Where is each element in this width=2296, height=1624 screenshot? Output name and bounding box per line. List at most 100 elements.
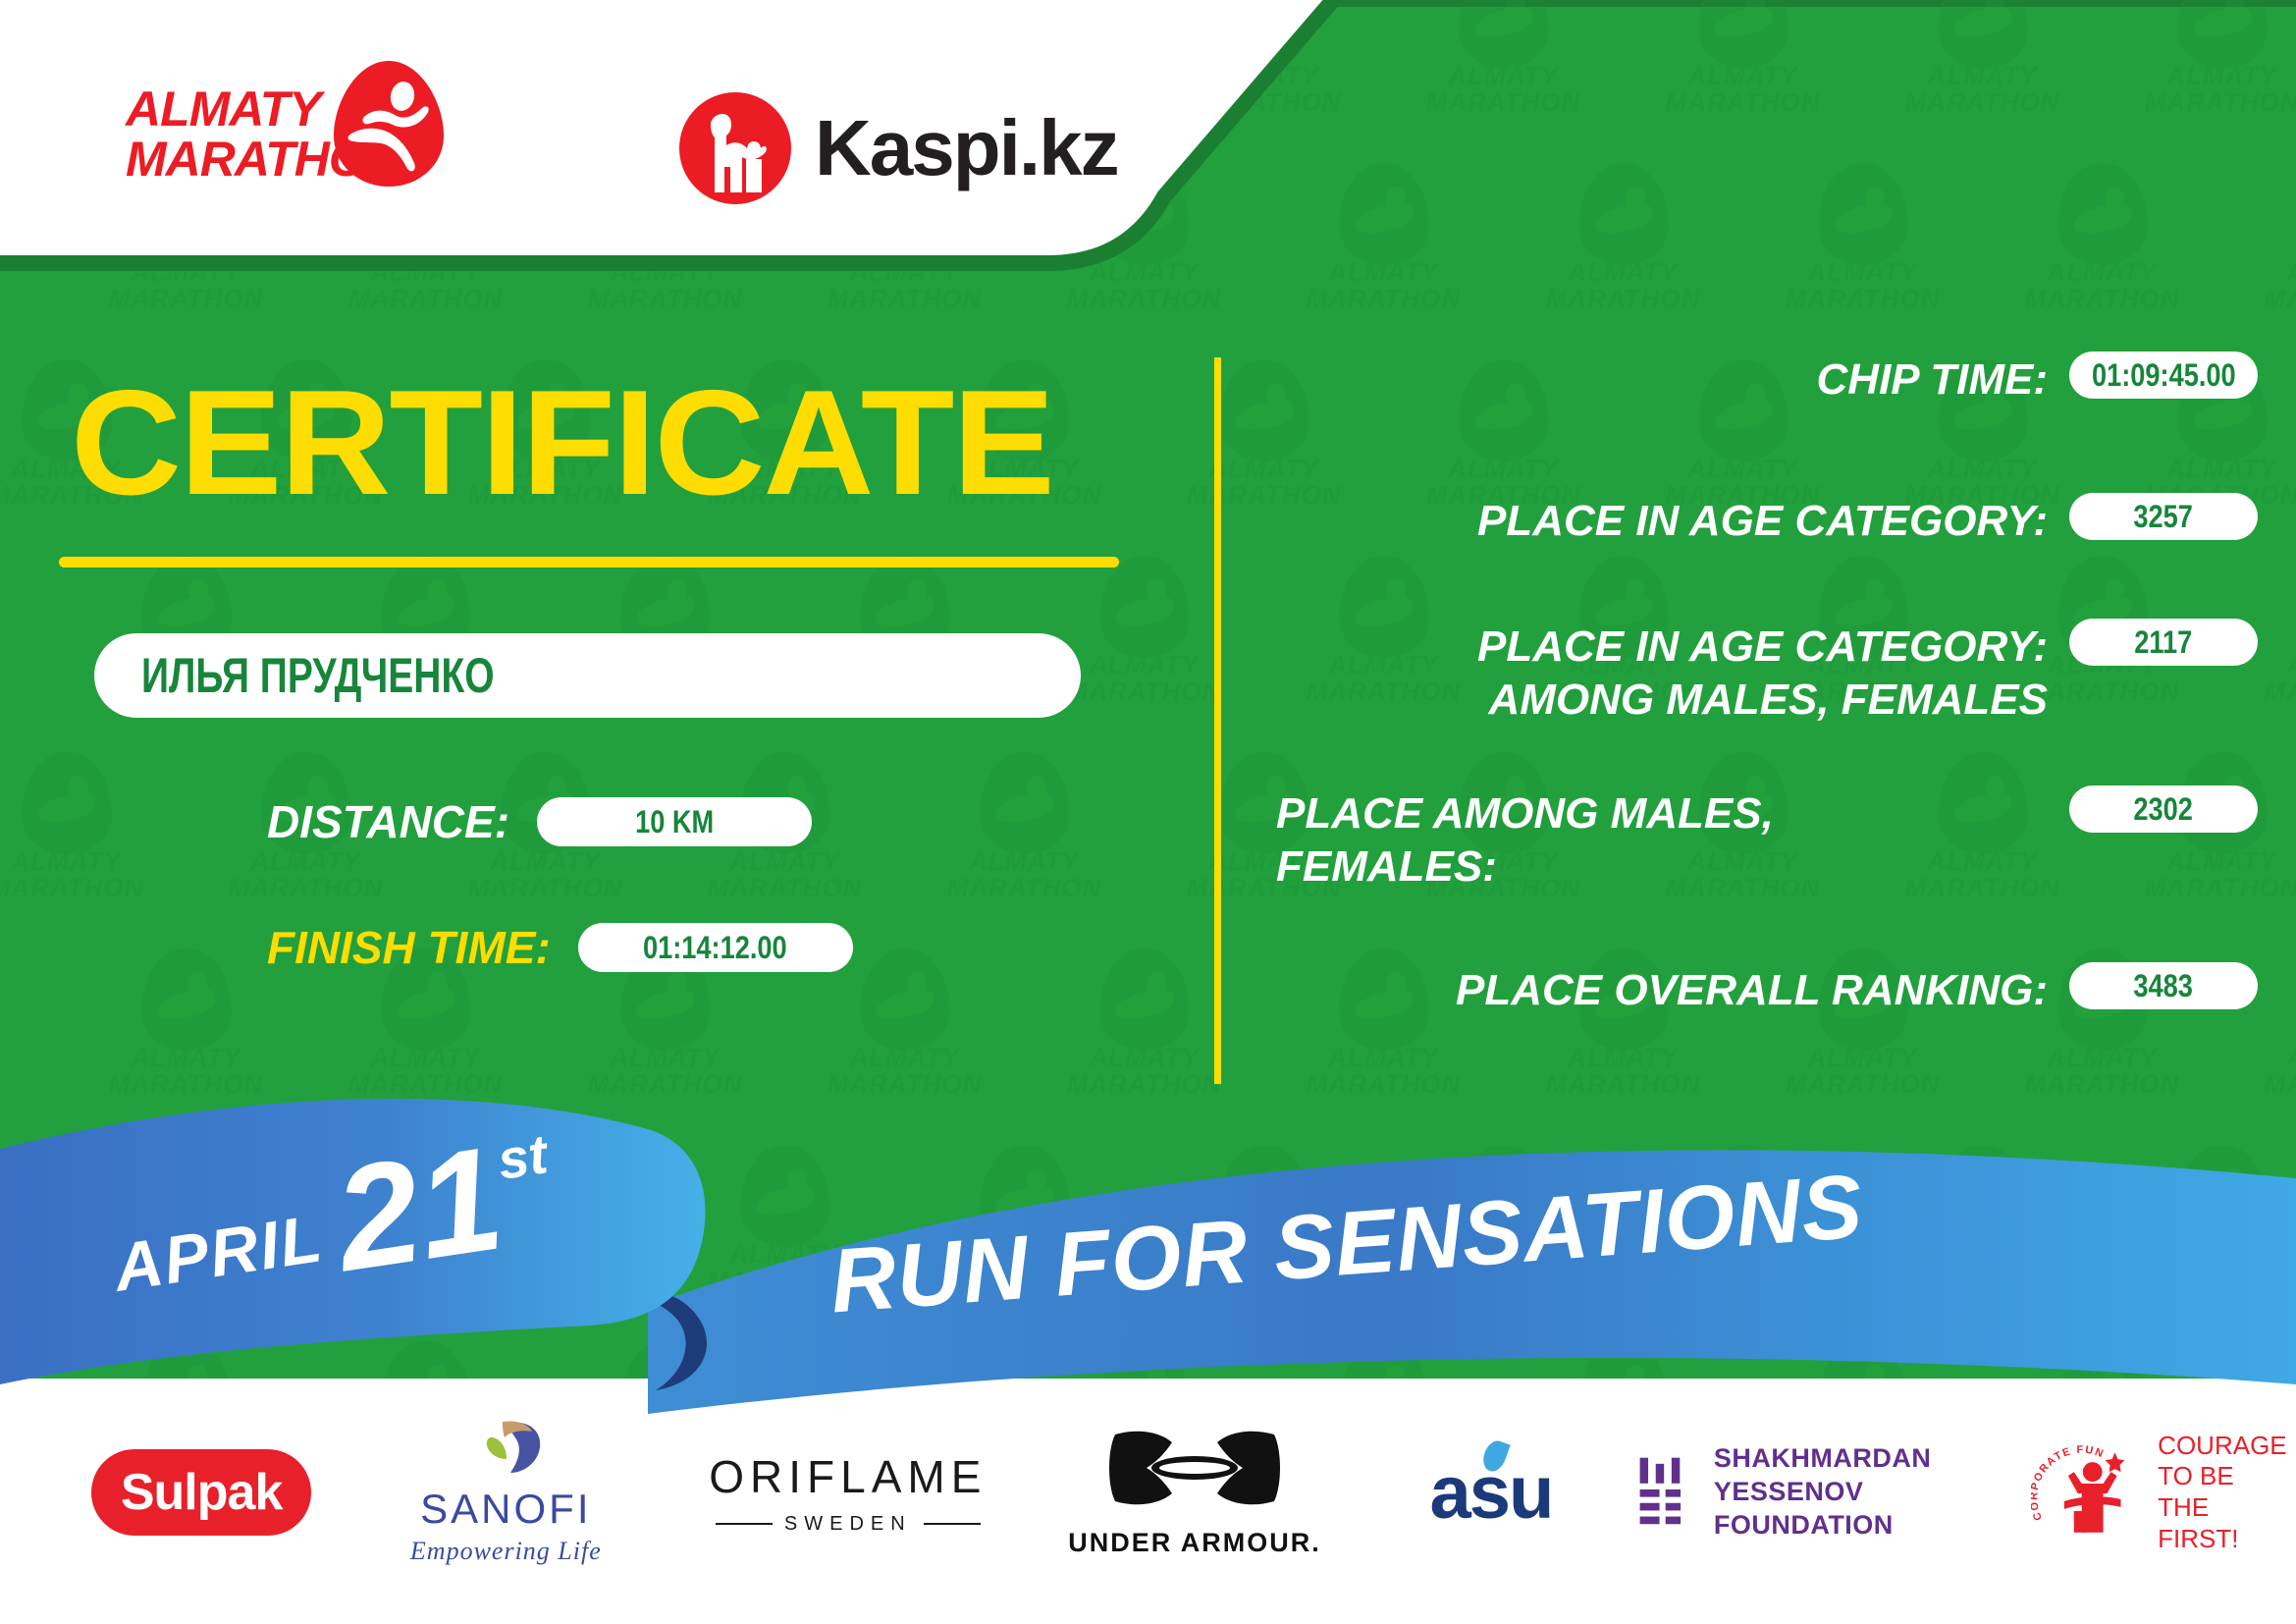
watermark-drop-icon xyxy=(1818,163,1908,265)
watermark-text: ALMATY MARATHON xyxy=(1545,1043,1701,1100)
watermark-tile: ALMATY MARATHON xyxy=(200,353,411,550)
header: ALMATY MARATHON Kaspi.kz xyxy=(0,0,2296,295)
watermark-tile: ALMATY MARATHON xyxy=(1877,0,2088,157)
watermark-text: ALMATY MARATHON xyxy=(1066,1043,1222,1100)
watermark-text: ALMATY MARATHON xyxy=(1066,650,1222,707)
watermark-text: ALMATY MARATHON xyxy=(1306,1043,1462,1100)
courage-line3: THE FIRST! xyxy=(2158,1492,2239,1553)
watermark-text: ALMATY MARATHON xyxy=(1665,846,1821,903)
yessenov-wordmark-line1: SHAKHMARDAN YESSENOV xyxy=(1713,1443,1932,1507)
watermark-drop-icon xyxy=(1698,752,1789,854)
watermark-text: ALMATY MARATHON xyxy=(2024,1043,2180,1100)
watermark-text: ALMATY MARATHON xyxy=(1665,454,1821,511)
place-among-gender-value-pill: 2302 xyxy=(2069,785,2258,833)
watermark-tile: ALMATY MARATHON xyxy=(1757,550,1968,746)
watermark-drop-icon xyxy=(141,948,232,1051)
watermark-tile: ALMATY MARATHON xyxy=(919,746,1130,943)
watermark-tile: ALMATY MARATHON xyxy=(2236,550,2296,746)
stat-finish-time: FINISH TIME: 01:14:12.00 xyxy=(267,921,853,974)
courage-wordmark: COURAGE TO BE THE FIRST! xyxy=(2158,1431,2296,1555)
sponsor-logo-courage-fund: CORPORATE FUND COURAGE TO BE THE FIRST! xyxy=(2031,1419,2296,1566)
under-armour-wordmark: UNDER ARMOUR. xyxy=(1068,1528,1321,1557)
place-overall-label: PLACE OVERALL RANKING: xyxy=(1456,966,2048,1014)
watermark-drop-icon xyxy=(1099,948,1190,1051)
watermark-text: ALMATY MARATHON xyxy=(707,454,863,511)
watermark-text: ALMATY MARATHON xyxy=(2024,257,2180,314)
almaty-marathon-logo: ALMATY MARATHON xyxy=(126,57,450,194)
watermark-tile: ALMATY MARATHON xyxy=(1398,353,1609,550)
chip-time-label: CHIP TIME: xyxy=(1816,355,2048,404)
watermark-tile: ALMATY MARATHON xyxy=(0,353,172,550)
watermark-tile: ALMATY MARATHON xyxy=(1518,550,1729,746)
stat-place-overall: PLACE OVERALL RANKING: 3483 xyxy=(1276,962,2258,1017)
watermark-text: ALMATY MARATHON xyxy=(228,846,384,903)
watermark-tile: ALMATY MARATHON xyxy=(1278,943,1489,1139)
place-age-category-label: PLACE IN AGE CATEGORY: xyxy=(1476,497,2048,545)
watermark-text: ALMATY MARATHON xyxy=(1904,846,2060,903)
watermark-drop-icon xyxy=(22,752,112,854)
watermark-drop-icon xyxy=(2177,0,2268,69)
watermark-drop-icon xyxy=(1578,556,1669,658)
watermark-text: ALMATY MARATHON xyxy=(0,454,144,511)
watermark-drop-icon xyxy=(1099,556,1190,658)
place-age-category-gender-label-line1: PLACE IN AGE CATEGORY: xyxy=(1476,623,2048,671)
watermark-text: ALMATY MARATHON xyxy=(1785,1043,1941,1100)
watermark-text: ALMATY MARATHON xyxy=(1306,650,1462,707)
place-among-gender-value: 2302 xyxy=(2133,790,2194,827)
watermark-drop-icon xyxy=(1818,556,1908,658)
sanofi-mark-icon xyxy=(487,1420,541,1473)
watermark-drop-icon xyxy=(860,948,950,1051)
watermark-tile: ALMATY MARATHON xyxy=(799,943,1010,1139)
event-ribbon xyxy=(0,1098,2296,1414)
watermark-tile: ALMATY MARATHON xyxy=(440,353,651,550)
watermark-tile: ALMATY MARATHON xyxy=(1518,157,1729,353)
yessenov-wordmark: SHAKHMARDAN YESSENOV FOUNDATION xyxy=(1714,1442,2002,1542)
watermark-tile: ALMATY MARATHON xyxy=(1158,353,1369,550)
watermark-text: ALMATY MARATHON xyxy=(1785,650,1941,707)
place-age-category-value: 3257 xyxy=(2133,498,2194,534)
watermark-text: ALMATY MARATHON xyxy=(1425,846,1581,903)
watermark-drop-icon xyxy=(1459,752,1549,854)
watermark-drop-icon xyxy=(1938,752,2028,854)
kaspi-wordmark: Kaspi.kz xyxy=(815,104,1120,191)
watermark-drop-icon xyxy=(1339,556,1429,658)
oriflame-rule-right xyxy=(923,1523,981,1525)
watermark-tile: ALMATY MARATHON xyxy=(200,746,411,943)
sponsor-logo-sanofi: SANOFI Empowering Life xyxy=(373,1419,638,1566)
watermark-text: ALMATY MARATHON xyxy=(1785,257,1941,314)
watermark-text: ALMATY MARATHON xyxy=(1425,454,1581,511)
watermark-drop-icon xyxy=(1459,0,1549,69)
watermark-tile: ALMATY MARATHON xyxy=(1158,746,1369,943)
sponsor-bar: Sulpak SANOFI Empowering Life ORIFLAME S… xyxy=(0,1404,2296,1581)
place-age-category-value-pill: 3257 xyxy=(2069,493,2258,540)
place-age-category-gender-value: 2117 xyxy=(2134,623,2193,660)
watermark-text: ALMATY MARATHON xyxy=(707,846,863,903)
watermark-drop-icon xyxy=(22,359,112,461)
watermark-text: ALMATY MARATHON xyxy=(946,454,1102,511)
watermark-tile: ALMATY MARATHON xyxy=(1278,550,1489,746)
watermark-text: ALMATY MARATHON xyxy=(2264,1044,2296,1100)
watermark-drop-icon xyxy=(740,359,830,461)
watermark-tile: ALMATY MARATHON xyxy=(1877,746,2088,943)
sponsor-logo-sulpak: Sulpak xyxy=(69,1419,334,1566)
watermark-text: ALMATY MARATHON xyxy=(1306,257,1462,314)
watermark-tile: ALMATY MARATHON xyxy=(1637,0,1848,157)
watermark-text: ALMATY MARATHON xyxy=(587,1043,743,1100)
distance-value-pill: 10 KM xyxy=(537,797,813,846)
watermark-drop-icon xyxy=(1219,359,1309,461)
watermark-text: ALMATY MARATHON xyxy=(2264,651,2296,707)
sponsor-logo-asu: asu xyxy=(1386,1419,1596,1566)
watermark-tile: ALMATY MARATHON xyxy=(1757,943,1968,1139)
sulpak-wordmark: Sulpak xyxy=(90,1449,312,1536)
watermark-tile: ALMATY MARATHON xyxy=(919,353,1130,550)
place-among-gender-label-line1: PLACE AMONG MALES, xyxy=(1276,789,1774,838)
watermark-tile: ALMATY MARATHON xyxy=(1398,0,1609,157)
place-overall-value-pill: 3483 xyxy=(2069,962,2258,1009)
place-age-category-gender-value-pill: 2117 xyxy=(2069,619,2258,666)
watermark-drop-icon xyxy=(740,1145,830,1247)
watermark-drop-icon xyxy=(1938,359,2028,461)
watermark-tile: ALMATY MARATHON xyxy=(1637,746,1848,943)
watermark-tile: ALMATY MARATHON xyxy=(320,1335,531,1379)
watermark-text: ALMATY MARATHON xyxy=(467,846,623,903)
watermark-tile: ALMATY MARATHON xyxy=(1637,353,1848,550)
